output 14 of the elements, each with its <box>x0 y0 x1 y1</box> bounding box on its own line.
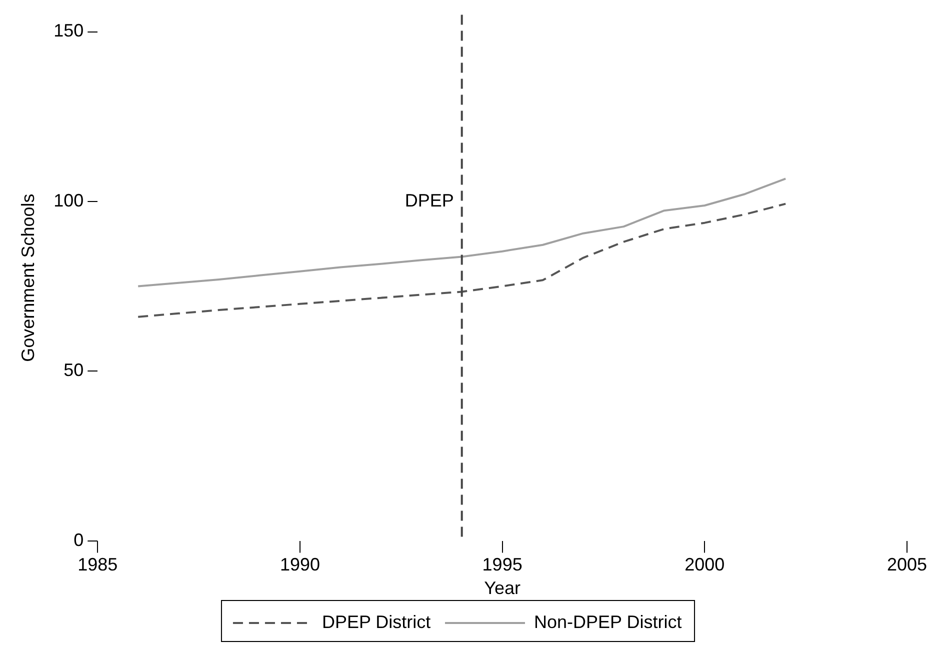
y-tick-label: 100 <box>54 190 84 210</box>
legend-label: DPEP District <box>322 612 431 632</box>
x-tick-label: 1985 <box>78 554 118 575</box>
y-axis-title: Government Schools <box>18 194 38 362</box>
x-tick-label: 1990 <box>280 554 320 575</box>
legend-label: Non-DPEP District <box>534 612 682 632</box>
y-tick-label: 150 <box>54 20 84 41</box>
y-tick-label: 50 <box>64 360 84 380</box>
x-tick-label: 1995 <box>482 554 522 575</box>
x-tick-label: 2005 <box>886 554 928 575</box>
ref-line-label: DPEP <box>404 190 454 210</box>
x-axis-title: Year <box>484 578 521 598</box>
x-tick-label: 2000 <box>684 554 725 575</box>
y-tick-label: 0 <box>74 530 84 550</box>
